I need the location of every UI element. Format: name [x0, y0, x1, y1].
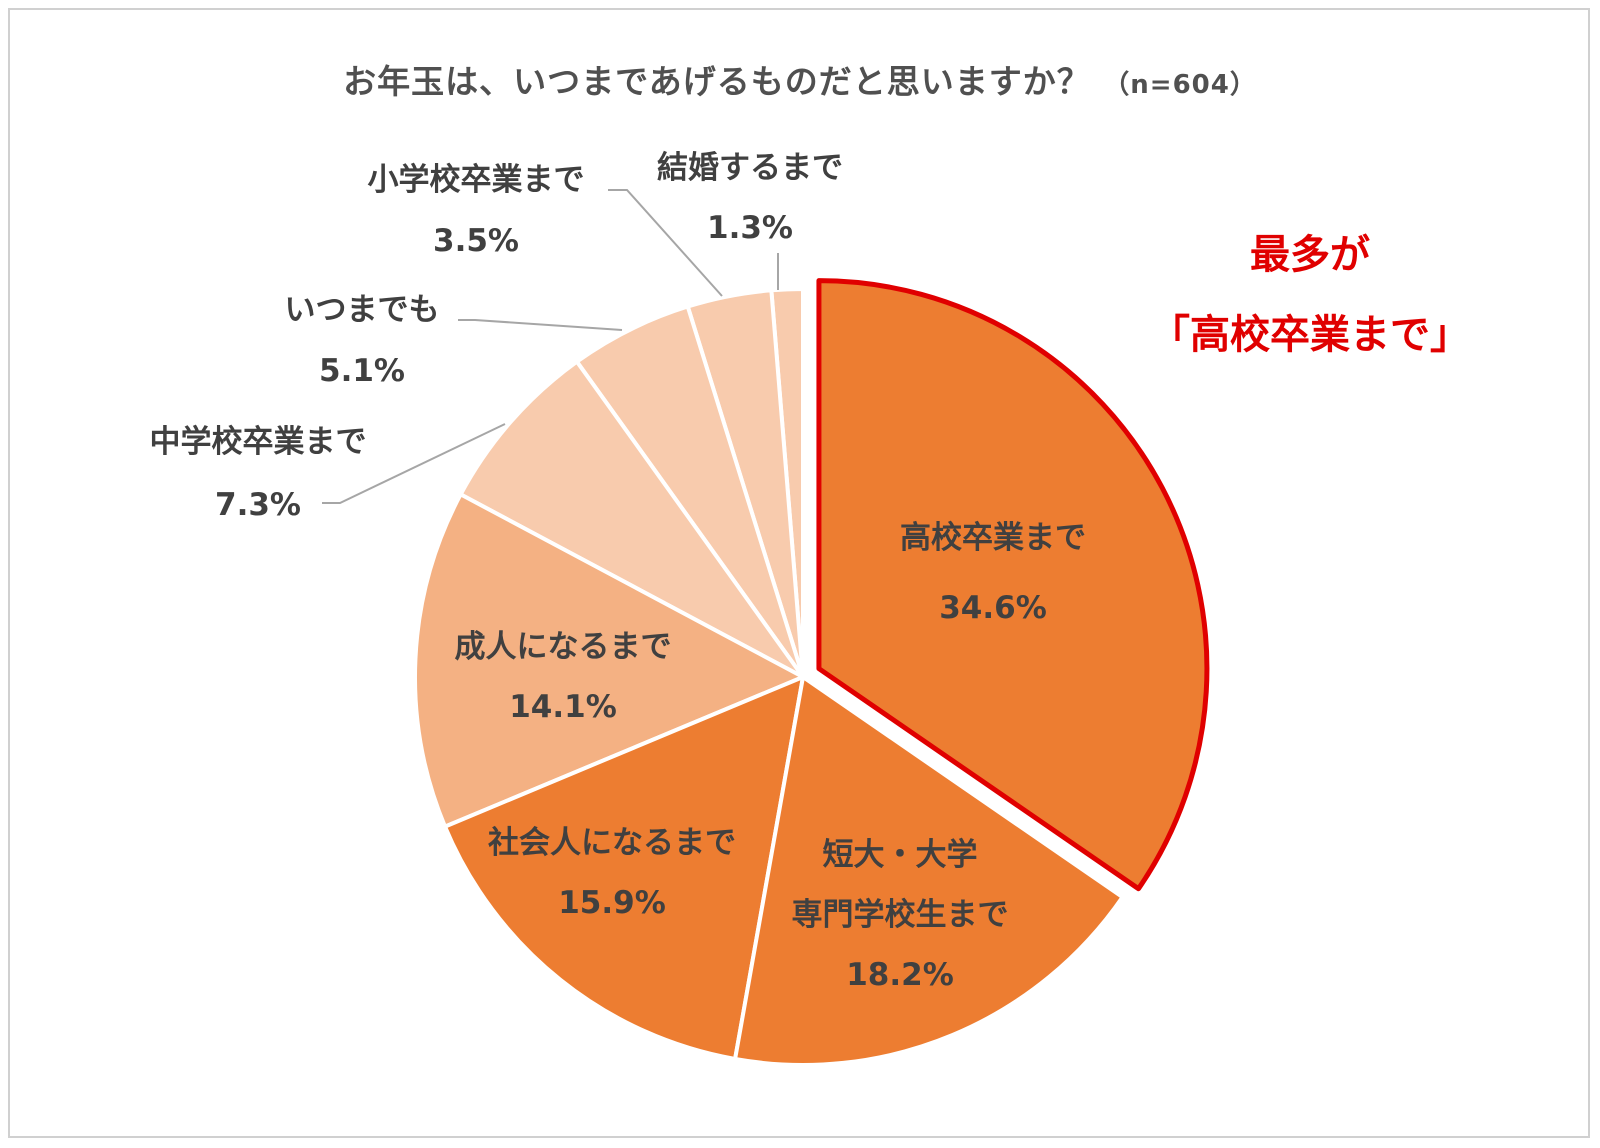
slice-8-label: 結婚するまで: [657, 150, 843, 186]
highlight-line-2: 「高校卒業まで」: [1150, 312, 1470, 358]
highlight-line-1: 最多が: [1250, 232, 1370, 278]
slice-7-label: 小学校卒業まで: [368, 162, 585, 198]
slice-5-label: 中学校卒業まで: [150, 424, 367, 460]
slice-1-label: 高校卒業まで: [900, 520, 1086, 556]
slice-1-wedge: [816, 278, 1210, 892]
chart-title: お年玉は、いつまであげるものだと思いますか？ （n=604）: [0, 55, 1600, 103]
slice-8-value-label: 1.3%: [707, 210, 793, 246]
sample-size: （n=604）: [1103, 70, 1257, 100]
slice-2-label-line-1: 短大・大学: [823, 837, 978, 873]
slice-5-wedge: [458, 359, 805, 679]
slice-3-wedge: [443, 675, 805, 1062]
leader-lines: [322, 189, 779, 504]
slice-1-value-label: 34.6%: [939, 590, 1047, 626]
slice-3-label: 社会人になるまで: [488, 825, 736, 861]
slice-7-value-label: 3.5%: [433, 223, 519, 259]
slice-2-wedge: [733, 675, 1125, 1067]
slice-6-leader-line: [458, 319, 623, 331]
slice-3-value-label: 15.9%: [558, 885, 666, 921]
pie-slices: [413, 278, 1210, 1067]
slice-5-value-label: 7.3%: [215, 487, 301, 523]
slice-4-value-label: 14.1%: [509, 689, 617, 725]
slice-6-value-label: 5.1%: [319, 353, 405, 389]
slice-7-leader-line: [608, 189, 723, 297]
title-text: お年玉は、いつまであげるものだと思いますか？: [343, 62, 1091, 101]
slice-2-value-label: 18.2%: [846, 957, 954, 993]
slice-4-wedge: [413, 492, 805, 829]
slice-2-label-line-2: 専門学校生まで: [792, 897, 1009, 933]
slice-5-leader-line: [322, 423, 506, 504]
slice-6-label: いつまでも: [285, 292, 440, 328]
slice-4-label: 成人になるまで: [455, 629, 672, 665]
